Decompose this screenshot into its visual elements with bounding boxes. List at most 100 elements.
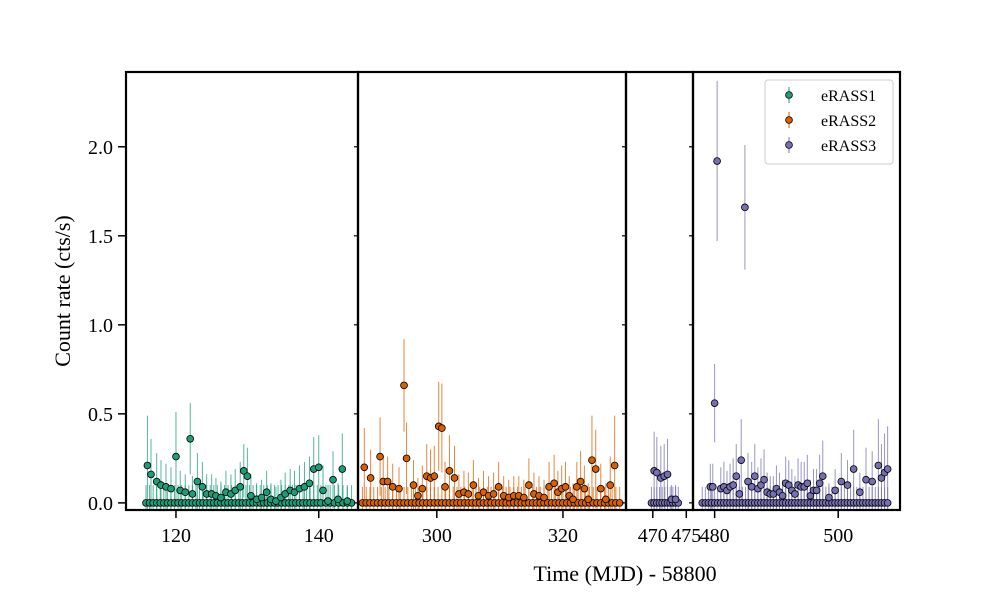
data-point-erass3	[803, 479, 812, 488]
data-point-erass2	[489, 490, 498, 498]
data-point-erass3	[868, 477, 876, 486]
data-point-erass3	[812, 486, 821, 495]
data-point-erass2	[561, 483, 570, 491]
legend-label: eRASS1	[821, 88, 876, 105]
data-point-erass1	[324, 497, 332, 505]
data-point-erass1	[338, 465, 347, 473]
data-point-erass3	[663, 470, 672, 479]
panel-1-points	[142, 434, 356, 507]
data-point-erass1	[257, 493, 266, 502]
panel-frame-1	[124, 70, 360, 512]
panel-frame-3	[624, 70, 695, 512]
x-tick-label: 320	[548, 525, 578, 547]
data-point-erass2	[474, 491, 483, 500]
data-point-erass2	[366, 474, 375, 482]
data-point-erass1	[172, 452, 180, 461]
data-point-erass1	[167, 484, 175, 493]
data-point-erass1	[143, 461, 152, 470]
data-point-erass2	[383, 477, 392, 486]
data-point-erass3	[778, 491, 787, 500]
data-point-erass2	[550, 479, 558, 488]
data-point-erass3	[862, 475, 870, 484]
y-tick-label: 0.0	[88, 493, 113, 515]
data-point-erass3	[837, 477, 846, 486]
panel-4-points	[698, 157, 892, 507]
data-point-erass2	[450, 474, 459, 482]
panel-frame-2	[356, 70, 628, 512]
data-point-erass2	[584, 495, 592, 504]
data-point-erass3	[747, 483, 756, 491]
data-point-erass3	[849, 465, 858, 473]
y-axis-title: Count rate (cts/s)	[50, 215, 75, 367]
data-point-erass1	[262, 488, 271, 496]
data-point-erass2	[438, 424, 446, 432]
x-tick-label: 120	[161, 525, 191, 547]
legend-label: eRASS2	[821, 113, 876, 130]
data-point-erass2	[540, 493, 548, 502]
data-point-erass1	[334, 495, 342, 504]
data-point-erass2	[376, 452, 384, 461]
data-point-erass3	[874, 461, 883, 470]
data-point-erass2	[602, 495, 610, 504]
panel-2-points	[358, 381, 624, 507]
data-point-erass1	[217, 493, 225, 502]
legend-marker	[785, 91, 793, 99]
data-point-erass1	[188, 490, 197, 498]
data-point-erass1	[236, 483, 245, 491]
data-point-erass2	[360, 463, 369, 472]
data-point-erass2	[580, 484, 589, 493]
data-point-erass1	[198, 483, 207, 491]
data-point-erass1	[239, 467, 248, 475]
data-point-erass3	[708, 483, 717, 491]
data-points-layer	[142, 157, 892, 507]
data-point-erass2	[464, 490, 473, 498]
x-tick-label: 470	[638, 525, 668, 547]
y-tick-label: 1.0	[88, 315, 113, 337]
legend-box	[764, 79, 894, 165]
data-point-erass3	[735, 490, 744, 498]
data-point-erass2	[395, 484, 403, 493]
data-point-erass1	[186, 434, 195, 443]
data-point-erass3	[750, 472, 759, 480]
data-point-erass1	[243, 472, 252, 480]
data-point-erass2	[445, 467, 454, 475]
data-point-erass3	[744, 477, 752, 486]
data-point-erass3	[818, 472, 827, 480]
y-tick-label: 2.0	[88, 137, 113, 159]
data-point-erass2	[414, 491, 422, 500]
data-point-erass2	[494, 483, 503, 491]
data-point-erass2	[402, 454, 411, 463]
x-tick-label: 480	[700, 525, 730, 547]
legend: eRASS1 eRASS2 eRASS3	[764, 79, 894, 165]
data-point-erass2	[469, 481, 478, 489]
x-tick-label: 500	[823, 525, 853, 547]
legend-marker	[785, 116, 793, 124]
legend-marker	[785, 141, 793, 149]
data-point-erass3	[883, 499, 892, 507]
data-point-erass3	[831, 486, 839, 495]
y-tick-label: 1.5	[88, 226, 113, 248]
y-tick-label: 0.5	[88, 404, 113, 426]
data-point-erass2	[479, 488, 488, 496]
data-point-erass3	[856, 488, 864, 496]
data-point-erass2	[525, 481, 533, 489]
data-point-erass1	[314, 463, 323, 472]
data-point-erass3	[729, 481, 737, 489]
data-point-erass2	[400, 381, 408, 390]
data-point-erass2	[606, 481, 615, 489]
data-point-erass3	[815, 479, 824, 488]
panel-frames-layer	[124, 70, 902, 512]
data-point-erass2	[418, 484, 427, 493]
data-point-erass3	[653, 468, 661, 477]
data-point-erass3	[791, 490, 799, 498]
data-point-erass2	[569, 495, 577, 504]
data-point-erass3	[825, 493, 833, 502]
data-point-erass1	[305, 479, 314, 488]
data-point-erass2	[596, 484, 605, 493]
data-point-erass3	[741, 203, 749, 212]
legend-label: eRASS3	[821, 138, 876, 155]
data-point-erass1	[319, 486, 327, 495]
data-point-erass2	[430, 472, 439, 480]
data-point-erass3	[710, 399, 719, 407]
data-point-erass2	[441, 483, 449, 491]
